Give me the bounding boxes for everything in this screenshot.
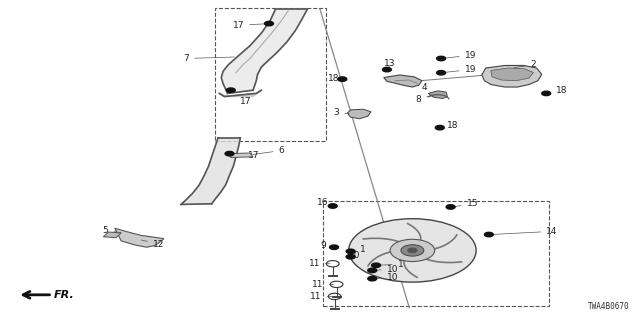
Text: 6: 6 xyxy=(253,146,284,155)
Text: 2: 2 xyxy=(514,60,536,69)
Text: 11: 11 xyxy=(310,292,332,301)
Text: 15: 15 xyxy=(454,199,478,208)
Circle shape xyxy=(436,70,445,75)
Polygon shape xyxy=(220,90,261,97)
Text: 17: 17 xyxy=(232,151,259,160)
Circle shape xyxy=(330,245,339,250)
Text: 7: 7 xyxy=(184,54,234,63)
Text: 13: 13 xyxy=(384,59,396,68)
Text: 10: 10 xyxy=(376,265,399,274)
Polygon shape xyxy=(491,68,534,81)
Text: 17: 17 xyxy=(233,21,268,30)
Text: 5: 5 xyxy=(102,226,121,235)
Circle shape xyxy=(408,248,417,252)
Text: 17: 17 xyxy=(234,92,252,106)
Circle shape xyxy=(227,88,236,92)
Text: 18: 18 xyxy=(550,86,567,95)
Circle shape xyxy=(225,151,234,156)
Polygon shape xyxy=(348,109,371,119)
Polygon shape xyxy=(482,66,541,87)
Ellipse shape xyxy=(349,219,476,282)
Polygon shape xyxy=(384,75,422,87)
Circle shape xyxy=(368,268,377,273)
Text: 10: 10 xyxy=(349,251,360,260)
Circle shape xyxy=(346,254,355,259)
Text: 11: 11 xyxy=(312,280,334,289)
Text: FR.: FR. xyxy=(54,290,74,300)
Circle shape xyxy=(484,232,493,237)
Polygon shape xyxy=(428,91,447,99)
Polygon shape xyxy=(103,232,121,238)
Circle shape xyxy=(435,125,444,130)
Text: 14: 14 xyxy=(493,227,557,236)
Text: 19: 19 xyxy=(444,51,476,60)
Circle shape xyxy=(446,205,455,209)
Circle shape xyxy=(436,56,445,61)
Circle shape xyxy=(541,91,550,96)
Text: 8: 8 xyxy=(415,95,432,104)
Text: 18: 18 xyxy=(441,121,459,130)
Text: 10: 10 xyxy=(376,273,399,282)
Circle shape xyxy=(328,204,337,208)
Polygon shape xyxy=(221,9,307,93)
Text: 3: 3 xyxy=(333,108,349,117)
Circle shape xyxy=(372,263,381,268)
Polygon shape xyxy=(181,138,241,204)
Text: 16: 16 xyxy=(317,198,334,207)
Text: 19: 19 xyxy=(444,65,476,74)
Bar xyxy=(215,8,326,141)
Bar xyxy=(323,201,549,306)
Circle shape xyxy=(264,21,273,26)
Text: 12: 12 xyxy=(141,240,164,249)
Circle shape xyxy=(383,68,392,72)
Text: 1: 1 xyxy=(352,245,365,254)
Circle shape xyxy=(368,276,377,281)
Text: 4: 4 xyxy=(417,82,428,92)
Text: 18: 18 xyxy=(328,74,344,83)
Text: 1: 1 xyxy=(380,260,403,268)
Circle shape xyxy=(338,77,347,81)
Polygon shape xyxy=(115,228,164,247)
Text: TWA4B0670: TWA4B0670 xyxy=(588,302,629,311)
Text: 11: 11 xyxy=(308,259,330,268)
Circle shape xyxy=(346,249,355,253)
Polygon shape xyxy=(228,153,253,157)
Circle shape xyxy=(401,245,424,256)
Circle shape xyxy=(390,239,435,261)
Text: 9: 9 xyxy=(321,241,333,250)
